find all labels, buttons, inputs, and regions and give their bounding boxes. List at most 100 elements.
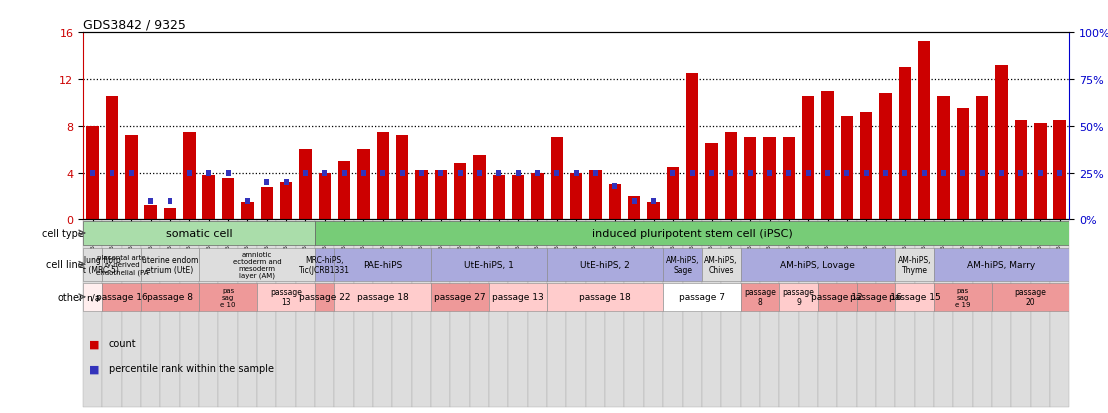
Bar: [167, 198, 173, 204]
Bar: [102, 220, 122, 407]
Bar: [547, 248, 664, 281]
Bar: [206, 170, 212, 176]
Bar: [937, 97, 950, 220]
Text: passage 16: passage 16: [850, 292, 902, 301]
Bar: [110, 170, 114, 176]
Text: n/a: n/a: [85, 292, 100, 301]
Text: AM-hiPS,
Sage: AM-hiPS, Sage: [666, 255, 699, 274]
Bar: [299, 150, 311, 220]
Bar: [353, 220, 373, 407]
Text: cell type: cell type: [42, 228, 83, 238]
Bar: [535, 170, 540, 176]
Bar: [899, 68, 911, 220]
Bar: [956, 109, 970, 220]
Bar: [787, 170, 791, 176]
Bar: [586, 220, 605, 407]
Bar: [838, 220, 856, 407]
Bar: [141, 283, 199, 311]
Bar: [999, 170, 1004, 176]
Text: passage 18: passage 18: [357, 292, 409, 301]
Bar: [821, 91, 834, 220]
Text: amniotic
ectoderm and
mesoderm
layer (AM): amniotic ectoderm and mesoderm layer (AM…: [233, 251, 281, 278]
Bar: [439, 170, 443, 176]
Bar: [454, 164, 466, 220]
Bar: [512, 176, 524, 220]
Bar: [373, 220, 392, 407]
Bar: [515, 170, 521, 176]
Bar: [728, 170, 733, 176]
Bar: [412, 220, 431, 407]
Text: fetal lung fibro
blast (MRC-5): fetal lung fibro blast (MRC-5): [64, 255, 121, 274]
Text: AM-hiPS, Lovage: AM-hiPS, Lovage: [780, 260, 855, 269]
Text: ■: ■: [89, 363, 99, 373]
Bar: [547, 283, 664, 311]
Bar: [551, 138, 563, 220]
Bar: [419, 170, 424, 176]
Text: AM-hiPS,
Chives: AM-hiPS, Chives: [705, 255, 738, 274]
Text: count: count: [109, 339, 136, 349]
Text: MRC-hiPS,
Tic(JCRB1331: MRC-hiPS, Tic(JCRB1331: [299, 255, 350, 274]
Bar: [979, 170, 985, 176]
Bar: [779, 283, 818, 311]
Bar: [122, 220, 141, 407]
Bar: [1057, 170, 1061, 176]
Bar: [740, 220, 760, 407]
Bar: [570, 173, 583, 220]
Bar: [129, 170, 134, 176]
Bar: [782, 138, 796, 220]
Text: PAE-hiPS: PAE-hiPS: [363, 260, 402, 269]
Bar: [743, 138, 757, 220]
Text: passage 15: passage 15: [889, 292, 941, 301]
Bar: [605, 220, 625, 407]
Bar: [125, 136, 137, 220]
Bar: [242, 202, 254, 220]
Bar: [740, 283, 779, 311]
Bar: [102, 283, 141, 311]
Bar: [664, 248, 701, 281]
Text: uterine endom
etrium (UtE): uterine endom etrium (UtE): [142, 255, 198, 274]
Bar: [315, 248, 335, 281]
Bar: [257, 283, 315, 311]
Bar: [767, 170, 772, 176]
Bar: [218, 220, 238, 407]
Bar: [83, 248, 102, 281]
Text: passage 18: passage 18: [579, 292, 632, 301]
Bar: [335, 283, 431, 311]
Bar: [992, 283, 1069, 311]
Bar: [222, 179, 235, 220]
Bar: [489, 283, 547, 311]
Bar: [922, 170, 926, 176]
Text: passage 7: passage 7: [679, 292, 725, 301]
Bar: [431, 283, 489, 311]
Bar: [589, 171, 602, 220]
Bar: [83, 220, 102, 407]
Bar: [83, 221, 315, 246]
Bar: [883, 170, 888, 176]
Bar: [841, 117, 853, 220]
Bar: [416, 171, 428, 220]
Bar: [705, 144, 718, 220]
Bar: [613, 183, 617, 189]
Bar: [903, 170, 907, 176]
Bar: [632, 198, 637, 204]
Bar: [625, 220, 644, 407]
Bar: [458, 170, 462, 176]
Bar: [973, 220, 992, 407]
Bar: [818, 220, 838, 407]
Bar: [779, 220, 799, 407]
Bar: [608, 185, 622, 220]
Bar: [1034, 124, 1046, 220]
Bar: [934, 220, 953, 407]
Bar: [664, 283, 740, 311]
Bar: [318, 173, 331, 220]
Bar: [760, 220, 779, 407]
Bar: [102, 248, 141, 281]
Text: other: other: [58, 292, 83, 302]
Bar: [478, 170, 482, 176]
Bar: [496, 170, 501, 176]
Bar: [361, 170, 366, 176]
Bar: [644, 220, 664, 407]
Bar: [183, 132, 196, 220]
Bar: [141, 220, 161, 407]
Text: AM-hiPS,
Thyme: AM-hiPS, Thyme: [897, 255, 932, 274]
